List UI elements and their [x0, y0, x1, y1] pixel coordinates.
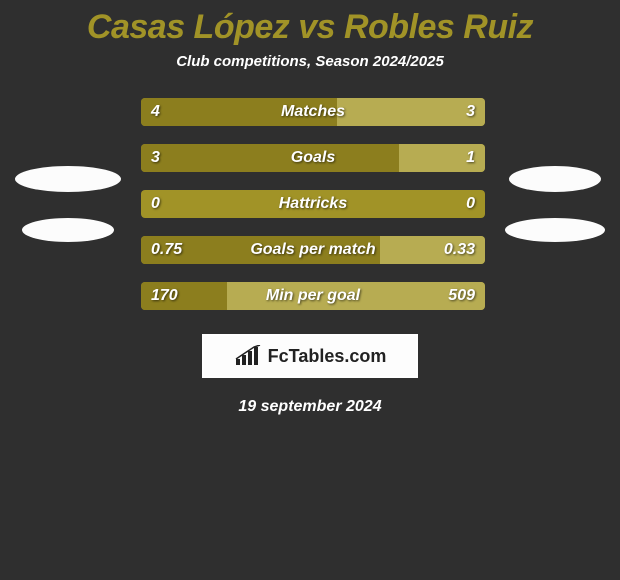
stat-row-3: 0.750.33Goals per match [141, 236, 485, 264]
logo-text: FcTables.com [268, 346, 387, 367]
comparison-subtitle: Club competitions, Season 2024/2025 [0, 53, 620, 70]
stat-label: Goals [141, 144, 485, 172]
stat-row-0: 43Matches [141, 98, 485, 126]
chart-icon [234, 345, 262, 367]
site-logo: FcTables.com [202, 334, 418, 378]
right-player-shapes [505, 166, 605, 242]
stat-row-4: 170509Min per goal [141, 282, 485, 310]
stat-label: Goals per match [141, 236, 485, 264]
stat-row-1: 31Goals [141, 144, 485, 172]
stats-container: 43Matches 31Goals 00Hattricks 0.750.33Goals… [0, 98, 620, 310]
snapshot-date: 19 september 2024 [0, 398, 620, 416]
left-player-shapes [15, 166, 121, 242]
logo-text-fc: Fc [268, 346, 289, 366]
right-ellipse-2 [505, 218, 605, 242]
stat-label: Matches [141, 98, 485, 126]
stat-label: Hattricks [141, 190, 485, 218]
stat-label: Min per goal [141, 282, 485, 310]
left-ellipse-2 [22, 218, 114, 242]
stat-row-2: 00Hattricks [141, 190, 485, 218]
right-ellipse-1 [509, 166, 601, 192]
stat-bars: 43Matches 31Goals 00Hattricks 0.750.33Goals… [141, 98, 485, 310]
left-ellipse-1 [15, 166, 121, 192]
logo-text-tables: Tables.com [289, 346, 387, 366]
comparison-title: Casas López vs Robles Ruiz [0, 0, 620, 47]
